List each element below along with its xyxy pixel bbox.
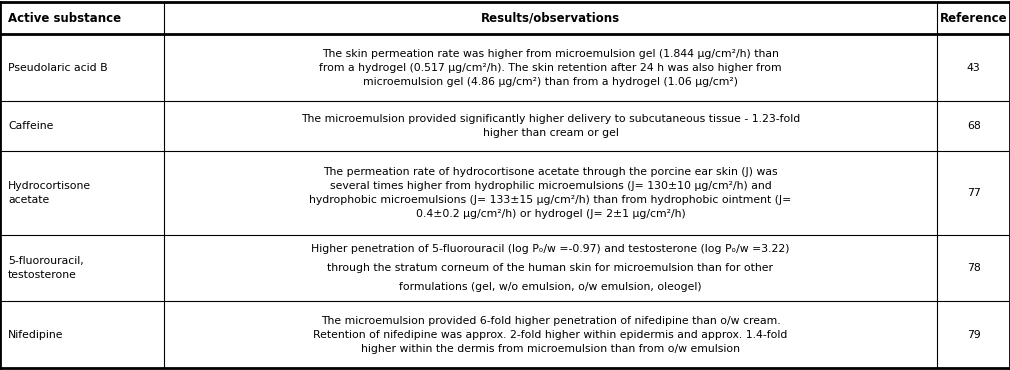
Text: 77: 77	[967, 188, 981, 198]
Text: Reference: Reference	[940, 11, 1007, 25]
Text: Higher penetration of 5-fluorouracil (log Pₒ/w =-0.97) and testosterone (log Pₒ/: Higher penetration of 5-fluorouracil (lo…	[311, 244, 790, 254]
Bar	[0, 235, 1010, 302]
Text: Nifedipine: Nifedipine	[8, 330, 64, 340]
Text: 43: 43	[967, 63, 981, 73]
Bar	[0, 302, 1010, 368]
Text: Hydrocortisone
acetate: Hydrocortisone acetate	[8, 181, 91, 205]
Text: The permeation rate of hydrocortisone acetate through the porcine ear skin (J) w: The permeation rate of hydrocortisone ac…	[309, 167, 792, 219]
Bar	[0, 101, 1010, 151]
Text: Active substance: Active substance	[8, 11, 121, 25]
Bar	[0, 2, 1010, 34]
Text: through the stratum corneum of the human skin for microemulsion than for other: through the stratum corneum of the human…	[327, 263, 774, 273]
Text: 68: 68	[967, 121, 981, 131]
Bar	[0, 151, 1010, 235]
Text: The microemulsion provided 6-fold higher penetration of nifedipine than o/w crea: The microemulsion provided 6-fold higher…	[313, 316, 788, 354]
Text: Results/observations: Results/observations	[481, 11, 620, 25]
Text: formulations (gel, w/o emulsion, o/w emulsion, oleogel): formulations (gel, w/o emulsion, o/w emu…	[399, 282, 702, 292]
Text: The microemulsion provided significantly higher delivery to subcutaneous tissue : The microemulsion provided significantly…	[301, 114, 800, 138]
Text: The skin permeation rate was higher from microemulsion gel (1.844 μg/cm²/h) than: The skin permeation rate was higher from…	[319, 49, 782, 87]
Text: Pseudolaric acid B: Pseudolaric acid B	[8, 63, 108, 73]
Bar	[0, 34, 1010, 101]
Text: 78: 78	[967, 263, 981, 273]
Text: Caffeine: Caffeine	[8, 121, 54, 131]
Text: 5-fluorouracil,
testosterone: 5-fluorouracil, testosterone	[8, 256, 84, 280]
Text: 79: 79	[967, 330, 981, 340]
